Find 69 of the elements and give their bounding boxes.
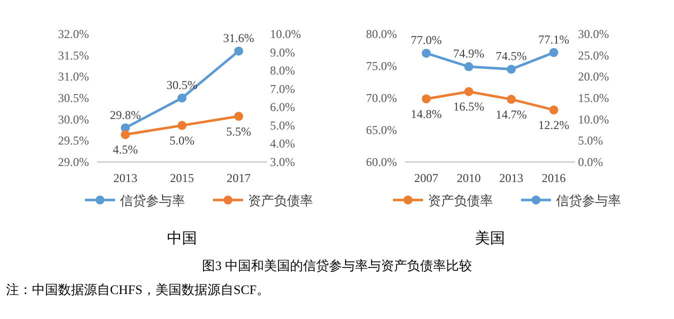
y-tick-label: 30.5% bbox=[58, 91, 89, 105]
y2-tick-label: 20.0% bbox=[578, 70, 609, 84]
y2-tick-label: 30.0% bbox=[578, 27, 609, 41]
point bbox=[422, 48, 431, 58]
x-tick-label: 2013 bbox=[499, 171, 524, 185]
y2-tick-label: 5.0% bbox=[578, 134, 603, 148]
y2-tick-label: 15.0% bbox=[578, 91, 609, 105]
y-tick-label: 60.0% bbox=[366, 155, 397, 169]
x-tick-label: 2010 bbox=[456, 171, 481, 185]
data-label: 77.1% bbox=[538, 32, 570, 47]
y-tick-label: 32.0% bbox=[58, 27, 89, 41]
x-tick-label: 2007 bbox=[414, 171, 438, 185]
x-tick-label: 2016 bbox=[542, 171, 566, 185]
y-tick-label: 29.0% bbox=[58, 155, 89, 169]
legend-label: 资产负债率 bbox=[248, 193, 313, 208]
data-label: 77.0% bbox=[410, 33, 442, 48]
point bbox=[234, 112, 244, 121]
point bbox=[506, 64, 516, 74]
y2-tick-label: 7.0% bbox=[270, 82, 295, 96]
y-tick-label: 29.5% bbox=[58, 134, 89, 148]
data-label: 5.0% bbox=[170, 133, 194, 148]
y2-tick-label: 6.0% bbox=[270, 100, 295, 114]
data-label: 16.5% bbox=[453, 100, 484, 114]
legend-label: 信贷参与率 bbox=[556, 193, 621, 208]
y2-tick-label: 25.0% bbox=[578, 48, 609, 62]
data-label: 29.8% bbox=[110, 108, 141, 122]
data-label: 74.5% bbox=[496, 49, 527, 64]
data-label: 4.5% bbox=[112, 142, 138, 157]
y2-tick-label: 10.0% bbox=[578, 112, 609, 126]
y-tick-label: 75.0% bbox=[366, 59, 397, 73]
x-tick-label: 2015 bbox=[170, 171, 194, 185]
point bbox=[178, 94, 186, 102]
point bbox=[464, 62, 474, 72]
point bbox=[178, 120, 186, 130]
y2-tick-label: 5.0% bbox=[270, 118, 295, 132]
legend-label: 信贷参与率 bbox=[120, 193, 185, 208]
y-tick-label: 65.0% bbox=[366, 123, 397, 137]
point bbox=[422, 94, 431, 104]
y2-tick-label: 0.0% bbox=[578, 155, 603, 169]
y-tick-label: 70.0% bbox=[366, 91, 397, 105]
data-label: 14.7% bbox=[496, 107, 527, 122]
point bbox=[464, 87, 474, 96]
y-tick-label: 31.0% bbox=[58, 70, 89, 84]
y2-tick-label: 4.0% bbox=[270, 136, 295, 151]
y-tick-label: 30.0% bbox=[58, 112, 89, 126]
text: 注：中国数据源自CHFS，美国数据源自SCF。 bbox=[6, 282, 270, 297]
data-label: 74.9% bbox=[453, 46, 484, 61]
point bbox=[549, 48, 558, 58]
y2-tick-label: 8.0% bbox=[270, 64, 295, 78]
point bbox=[234, 46, 244, 56]
point bbox=[506, 94, 516, 104]
y2-tick-label: 10.0% bbox=[270, 27, 301, 41]
y-tick-label: 31.5% bbox=[58, 48, 89, 62]
x-tick-label: 2017 bbox=[226, 171, 251, 185]
caption: 图3 中国和美国的信贷参与率与资产负债率比较 bbox=[202, 258, 472, 273]
point bbox=[549, 105, 558, 114]
x-tick-label: 2013 bbox=[113, 171, 138, 185]
y2-tick-label: 3.0% bbox=[270, 155, 295, 169]
text: 中国 bbox=[167, 230, 197, 247]
data-label: 30.5% bbox=[166, 78, 198, 92]
data-label: 14.8% bbox=[410, 106, 442, 121]
data-label: 31.6% bbox=[223, 31, 254, 46]
point bbox=[120, 130, 130, 140]
text: 美国 bbox=[475, 230, 505, 247]
data-label: 12.2% bbox=[538, 118, 570, 132]
y2-tick-label: 9.0% bbox=[270, 45, 295, 60]
data-label: 5.5% bbox=[226, 124, 252, 138]
y-tick-label: 80.0% bbox=[366, 27, 397, 41]
legend-label: 资产负债率 bbox=[428, 193, 493, 208]
